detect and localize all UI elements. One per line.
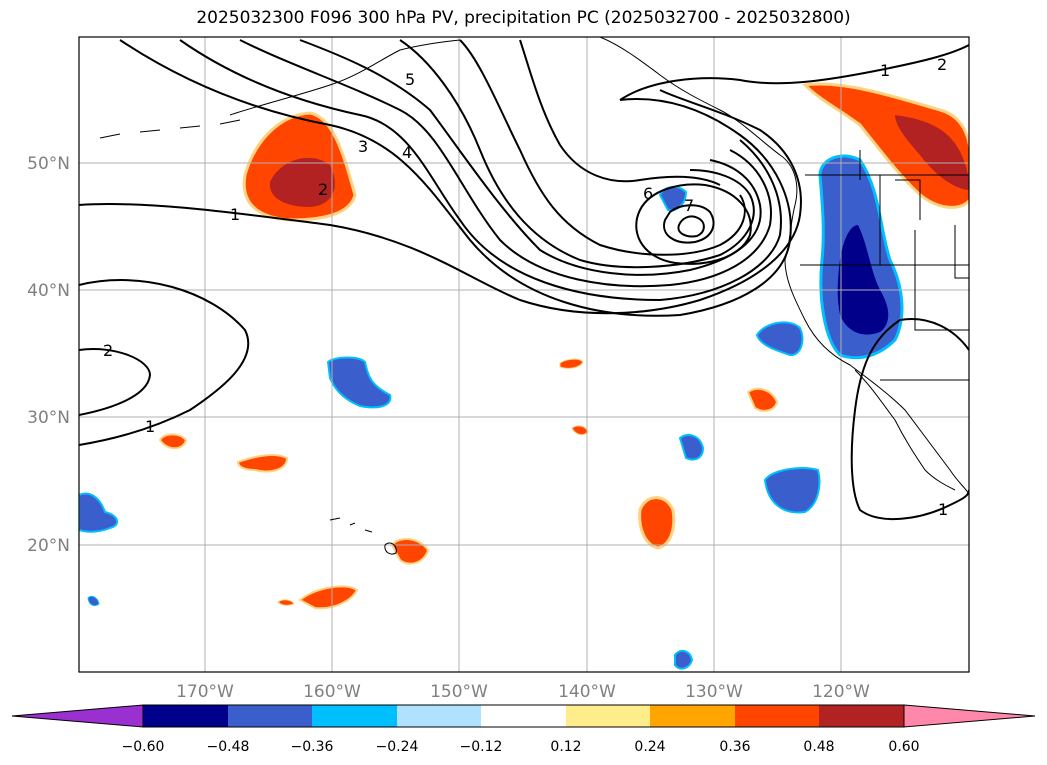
colorbar-extend-high: [903, 704, 1036, 728]
colorbar-segment: [735, 705, 819, 727]
pv-contour-line: [459, 39, 746, 256]
colorbar-tick-label: 0.60: [888, 739, 919, 755]
precip-strong-positive-region: [269, 157, 335, 207]
pv-contour-line: [677, 215, 705, 238]
precip-positive-region: [571, 425, 589, 436]
colorbar-tick-label: −0.48: [207, 739, 250, 755]
lat-tick-label: 50°N: [27, 154, 70, 174]
colorbar-tick-label: 0.24: [634, 739, 665, 755]
colorbar-segment: [397, 705, 481, 727]
colorbar-segment: [312, 705, 397, 727]
pv-contour-line: [399, 39, 755, 269]
contour-label: 6: [643, 184, 653, 203]
precip-strong-positive-region: [895, 115, 969, 190]
colorbar: −0.60 −0.48 −0.36 −0.24 −0.12 0.12 0.24 …: [11, 704, 1036, 755]
lon-tick-label: 140°W: [558, 682, 616, 702]
aleutian-islands: [99, 119, 241, 139]
colorbar-segment: [819, 705, 904, 727]
contour-label: 1: [230, 205, 240, 224]
pv-contour-line: [119, 39, 792, 317]
colorbar-tick-label: −0.60: [122, 739, 165, 755]
precip-negative-region: [79, 492, 119, 533]
pv-contour-line: [79, 348, 152, 416]
lon-tick-label: 170°W: [176, 682, 234, 702]
north-america-coast: [599, 37, 969, 496]
map-title: 2025032300 F096 300 hPa PV, precipitatio…: [196, 8, 851, 28]
contour-label: 1: [938, 500, 948, 519]
precip-positive-region: [746, 387, 779, 412]
us-state-boundary: [800, 150, 969, 331]
contour-label: 1: [880, 61, 890, 80]
contour-label: 2: [937, 55, 947, 74]
precip-positive-region: [298, 585, 359, 610]
pv-contour-line: [663, 204, 715, 244]
lat-tick-label: 30°N: [27, 408, 70, 428]
baja-california-coast: [854, 369, 956, 491]
colorbar-tick-label: −0.36: [291, 739, 334, 755]
pv-contours: [79, 39, 969, 521]
pv-contour-line: [299, 39, 762, 276]
colorbar-segment: [566, 705, 650, 727]
contour-label: 2: [318, 180, 328, 199]
precip-positive-region: [390, 538, 430, 565]
precip-negative-region: [87, 595, 100, 607]
precip-positive-region: [559, 358, 584, 369]
precip-positive-region: [638, 496, 676, 550]
contour-label: 4: [402, 143, 412, 162]
colorbar-segment: [650, 705, 735, 727]
colorbar-tick-label: 0.48: [803, 739, 834, 755]
precip-positive-region: [801, 82, 969, 209]
colorbar-segment: [143, 705, 228, 727]
pv-contour-line: [179, 39, 782, 302]
precip-negative-region: [678, 434, 705, 461]
colorbar-tick-label: −0.12: [460, 739, 503, 755]
precip-negative-region: [674, 649, 694, 670]
plot-frame: [78, 36, 970, 673]
precip-negative-region: [326, 356, 392, 409]
alaska-coast: [229, 39, 461, 116]
pv-contour-labels: 1 2 3 4 5 6 7 1 2 1 2 1: [103, 55, 948, 519]
precip-strong-negative-region: [837, 225, 889, 335]
colorbar-tick-label: 0.12: [550, 739, 581, 755]
lon-tick-label: 160°W: [303, 682, 361, 702]
precip-negative-region: [763, 467, 821, 514]
gridlines: [79, 37, 969, 672]
contour-label: 2: [103, 341, 113, 360]
precip-positive-region: [277, 599, 295, 606]
hawaii-islands: [329, 517, 397, 555]
pv-contour-line: [79, 279, 250, 446]
precip-positive-region: [236, 454, 289, 473]
pv-contour-line: [619, 44, 969, 101]
colorbar-segment: [481, 705, 566, 727]
lat-tick-label: 20°N: [27, 536, 70, 556]
contour-label: 7: [684, 196, 694, 215]
precip-positive-region: [158, 433, 188, 450]
contour-label: 5: [405, 70, 415, 89]
contour-label: 3: [358, 137, 368, 156]
pv-contour-line: [635, 183, 752, 265]
pv-contour-line: [519, 39, 721, 186]
colorbar-segment: [228, 705, 312, 727]
pv-contour-line: [850, 319, 969, 521]
precip-shading: [79, 82, 969, 670]
latitude-labels: 50°N 40°N 30°N 20°N: [27, 154, 70, 556]
contour-label: 1: [145, 417, 155, 436]
colorbar-frame: [142, 704, 905, 728]
pv-contour-line: [79, 89, 802, 315]
colorbar-extend-low: [11, 704, 144, 728]
lon-tick-label: 150°W: [430, 682, 488, 702]
longitude-labels: 170°W 160°W 150°W 140°W 130°W 120°W: [176, 682, 870, 702]
lon-tick-label: 120°W: [812, 682, 870, 702]
precip-negative-region: [755, 321, 804, 356]
pv-contour-line: [899, 318, 969, 351]
lat-tick-label: 40°N: [27, 281, 70, 301]
colorbar-tick-label: −0.24: [376, 739, 419, 755]
lon-tick-label: 130°W: [685, 682, 743, 702]
pv-contour-line: [239, 39, 772, 288]
coastlines: [99, 37, 969, 555]
colorbar-tick-label: 0.36: [719, 739, 750, 755]
